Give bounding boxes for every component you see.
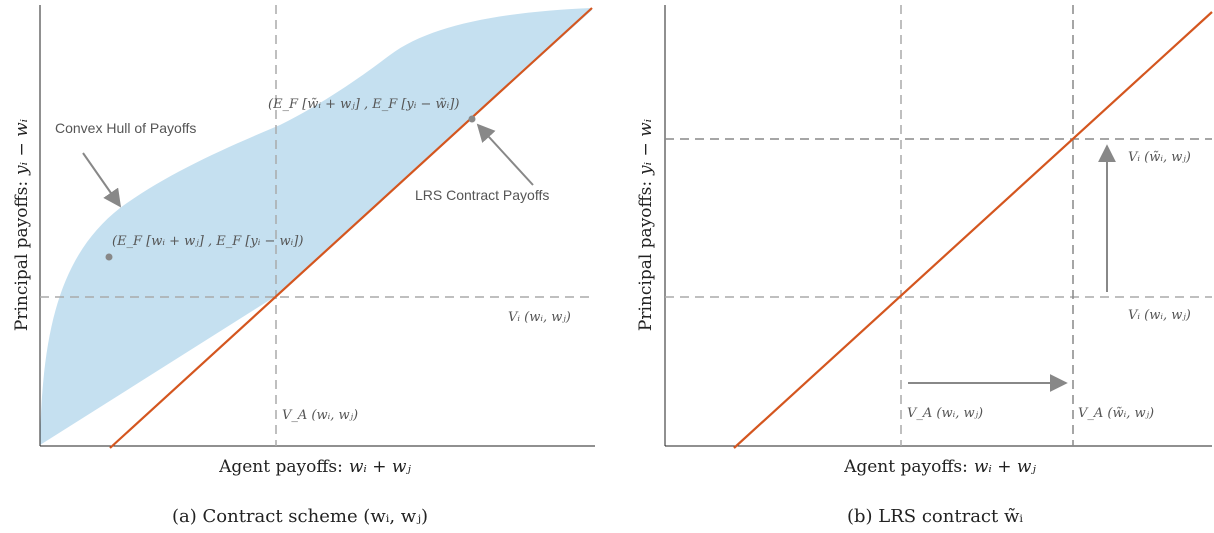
vi-label-b: Vᵢ (wᵢ, wⱼ) [1128, 308, 1191, 323]
ylabel-b: Principal payoffs:yᵢ − wᵢ [636, 119, 656, 331]
panel-a: Convex Hull of Payoffs LRS Contract Payo… [12, 5, 595, 527]
point-top-label: (E_F [w̃ᵢ + wⱼ] , E_F [yᵢ − w̃ᵢ]) [268, 97, 459, 112]
convex-hull-region [40, 8, 592, 445]
caption-b: (b) LRS contract w̃ᵢ [847, 506, 1023, 527]
panel-b: Vᵢ (w̃ᵢ, wⱼ) Vᵢ (wᵢ, wⱼ) V_A (wᵢ, wⱼ) V_… [636, 5, 1213, 527]
arrow-lrs-label [476, 123, 534, 186]
arrow-hull-label [82, 152, 122, 208]
lrs-line-b [733, 11, 1213, 449]
lrs-line-a [109, 7, 593, 449]
point-contract-payoff [105, 253, 113, 261]
point-lrs-payoff [468, 115, 476, 123]
ylabel-a: Principal payoffs:yᵢ − wᵢ [12, 119, 32, 331]
point-low-label: (E_F [wᵢ + wⱼ] , E_F [yᵢ − wᵢ]) [112, 234, 303, 249]
xlabel-b: Agent payoffs: wᵢ + wⱼ [843, 457, 1036, 477]
xlabel-a: Agent payoffs: wᵢ + wⱼ [218, 457, 411, 477]
va-label-a: V_A (wᵢ, wⱼ) [282, 408, 358, 423]
caption-a: (a) Contract scheme (wᵢ, wⱼ) [172, 506, 428, 527]
va-tilde-label-b: V_A (w̃ᵢ, wⱼ) [1078, 406, 1154, 421]
vi-tilde-label-b: Vᵢ (w̃ᵢ, wⱼ) [1128, 150, 1191, 165]
hull-label: Convex Hull of Payoffs [55, 120, 196, 136]
vi-label-a: Vᵢ (wᵢ, wⱼ) [508, 310, 571, 325]
va-label-b: V_A (wᵢ, wⱼ) [907, 406, 983, 421]
lrs-label: LRS Contract Payoffs [415, 187, 549, 203]
